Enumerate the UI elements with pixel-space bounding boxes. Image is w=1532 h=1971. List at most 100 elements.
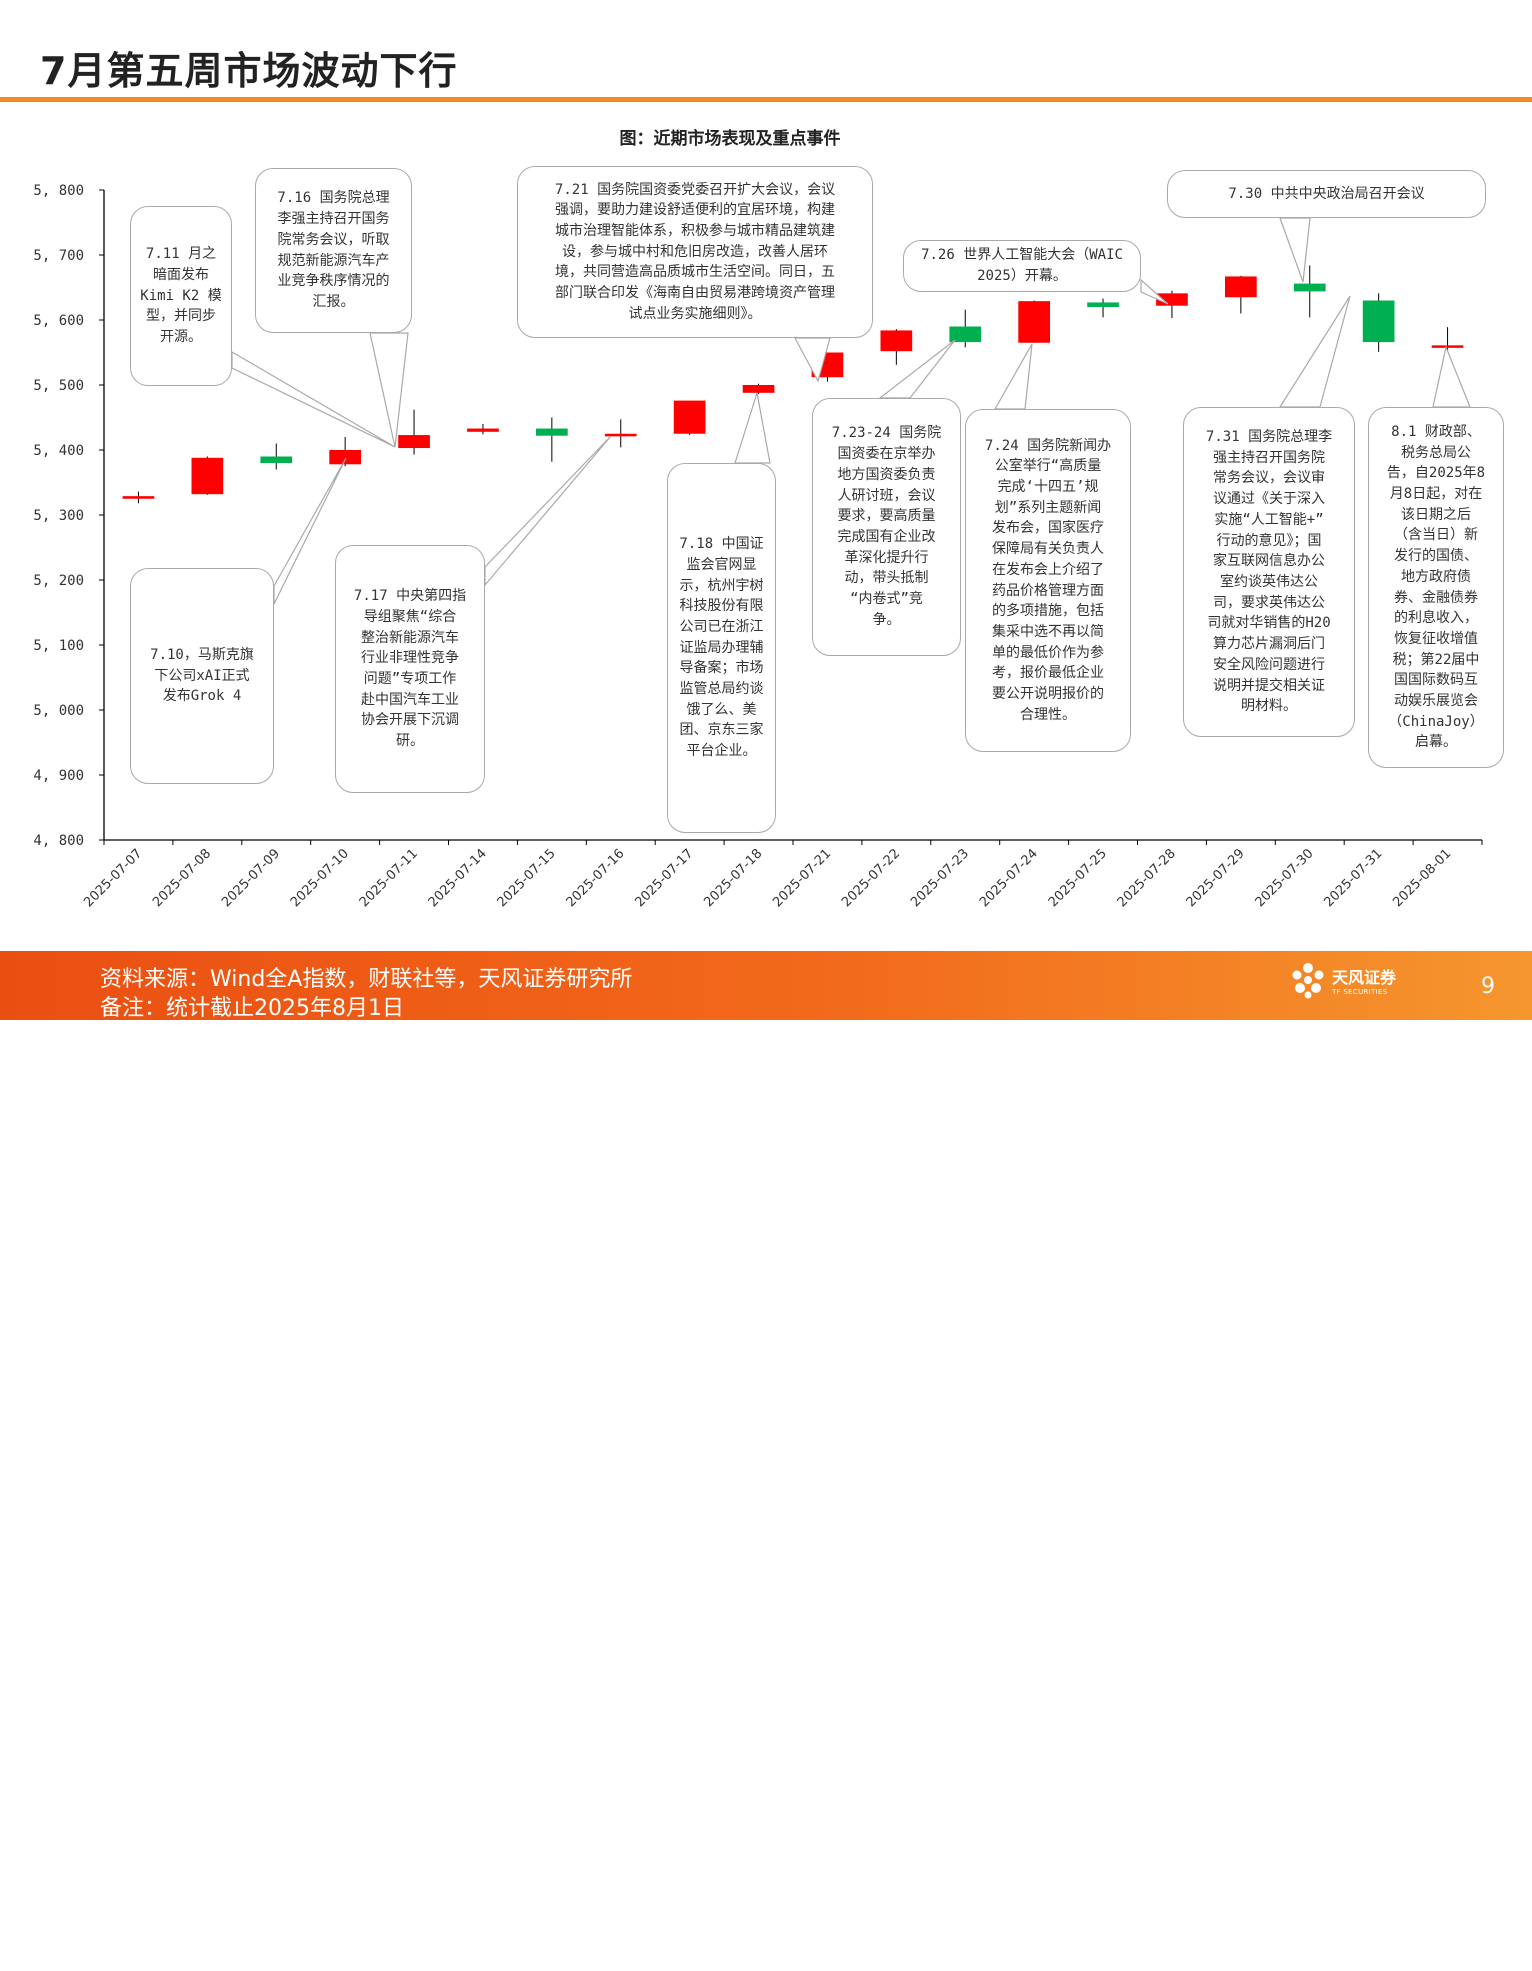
event-callout-line: 导组聚焦“综合	[363, 608, 457, 625]
event-callout-line: 告，自2025年8	[1386, 465, 1486, 482]
candle-body	[260, 456, 293, 463]
candle-body	[398, 435, 430, 449]
event-callout-line: 7.10，马斯克旗	[150, 646, 254, 663]
event-callout-line: 药品价格管理方面	[992, 582, 1104, 599]
event-callout-line: 合理性。	[1020, 706, 1076, 723]
event-callout-line: 的多项措施，包括	[992, 603, 1104, 620]
x-tick-label: 2025-07-21	[770, 846, 834, 910]
event-callout-text: 7.30 中共中央政治局召开会议	[1228, 184, 1424, 205]
event-callout: 7.31 国务院总理李 强主持召开国务院 常务会议，会议审 议通过《关于深入 实施“人工…	[1183, 407, 1355, 737]
callout-pointer	[1279, 217, 1311, 283]
y-tick-label: 5, 100	[33, 638, 84, 654]
event-callout-line: 公司已在浙江	[679, 618, 764, 635]
event-callout-text: 7.31 国务院总理李 强主持召开国务院 常务会议，会议审 议通过《关于深入 实施“人工…	[1206, 427, 1332, 717]
y-tick-label: 5, 700	[33, 248, 84, 264]
event-callout-line: 下公司xAI正式	[154, 667, 250, 684]
y-tick-label: 5, 800	[33, 183, 84, 199]
event-callout: 7.24 国务院新闻办 公室举行“高质量 完成‘十四五’规 划”系列主题新闻 发布会，国…	[965, 409, 1131, 752]
candle-body	[742, 385, 775, 393]
event-callout-line: 完成国有企业改	[837, 529, 936, 545]
event-callout-line: 争。	[872, 611, 901, 628]
callout-pointer	[1432, 344, 1471, 408]
event-callout-line: 饿了么、美	[686, 701, 757, 718]
candle-body	[536, 428, 568, 436]
event-callout-line: 部门联合印发《海南自由贸易港跨境资产管理	[555, 285, 835, 302]
candle-body	[467, 428, 499, 432]
event-callout-line: 强主持召开国务院	[1213, 449, 1325, 466]
x-tick-label: 2025-07-10	[288, 846, 352, 910]
event-callout-line: 7.17 中央第四指	[353, 588, 467, 605]
event-callout-line: 强调，要助力建设舒适便利的宜居环境，构建	[555, 202, 835, 219]
event-callout-line: 要公开说明报价的	[992, 686, 1104, 703]
candle-body	[604, 433, 637, 437]
footer-corner-strip	[1436, 1902, 1532, 1971]
event-callout: 7.23-24 国务院 国资委在京举办 地方国资委负责 人研讨班，会议 要求，要高质量完…	[812, 398, 961, 656]
event-callout-line: 7.11 月之	[145, 246, 217, 263]
event-callout-text: 7.26 世界人工智能大会（WAIC 2025）开幕。	[921, 245, 1123, 286]
event-callout: 7.21 国务院国资委党委召开扩大会议，会议 强调，要助力建设舒适便利的宜居环境，…	[517, 166, 873, 338]
x-tick-label: 2025-07-29	[1184, 846, 1248, 910]
event-callout-line: 家互联网信息办公	[1213, 553, 1325, 570]
event-callout-line: 7.16 国务院总理	[277, 190, 390, 207]
event-callout-line: 行动的意见》；国	[1216, 532, 1322, 549]
event-callout-line: 司，要求英伟达公	[1213, 594, 1325, 611]
callout-pointer	[231, 350, 396, 448]
candle-body	[329, 450, 361, 465]
event-callout-line: 暗面发布	[153, 266, 209, 283]
event-callout-line: 研。	[396, 733, 424, 750]
event-callout-line: 发布Grok 4	[162, 688, 242, 705]
event-callout-line: 司就对华销售的H20	[1207, 615, 1331, 632]
event-callout-line: 7.18 中国证	[679, 536, 764, 553]
remark-note: 备注：统计截止2025年8月1日	[100, 996, 404, 1021]
x-tick-label: 2025-07-28	[1115, 846, 1179, 910]
logo-flower-icon	[1292, 963, 1324, 999]
event-callout-line: 监管总局约谈	[679, 681, 764, 698]
event-callout-line: 恢复征收增值	[1394, 630, 1478, 647]
y-tick-label: 5, 300	[33, 508, 84, 524]
event-callout-line: 该日期之后	[1401, 506, 1471, 523]
event-callout-line: 规范新能源汽车产	[277, 252, 390, 269]
x-tick-label: 2025-07-15	[495, 846, 559, 910]
candle-body	[1293, 283, 1326, 292]
event-callout-text: 8.1 财政部、 税务总局公 告，自2025年8 月8日起，对在 该日期之后 （含当日）新…	[1387, 422, 1485, 753]
event-callout-line: 开源。	[160, 329, 202, 346]
callout-pointer	[793, 337, 831, 383]
event-callout-line: Kimi K2 模	[140, 287, 222, 304]
candle-body	[191, 457, 224, 495]
event-callout-line: 整治新能源汽车	[361, 629, 459, 646]
event-callout-line: 议通过《关于深入	[1213, 491, 1325, 508]
y-tick-label: 5, 000	[33, 703, 84, 719]
event-callout-text: 7.21 国务院国资委党委召开扩大会议，会议 强调，要助力建设舒适便利的宜居环境，…	[555, 180, 835, 325]
event-callout-line: 7.26 世界人工智能大会（WAIC	[921, 247, 1123, 264]
event-callout-line: 示，杭州宇树	[679, 577, 764, 594]
event-callout-line: 税；第22届中	[1392, 651, 1480, 668]
candle-body	[1087, 302, 1119, 307]
footer-bar: 资料来源：Wind全A指数，财联社等，天风证券研究所 备注：统计截止2025年8…	[0, 951, 1532, 1971]
event-callout-line: 7.24 国务院新闻办	[984, 437, 1112, 454]
event-callout-line: 发布会，国家医疗	[992, 520, 1104, 537]
event-callout-line: 算力芯片漏洞后门	[1213, 636, 1325, 653]
event-callout-line: 汇报。	[312, 293, 355, 310]
logo-subtitle: TF SECURITIES	[1332, 988, 1388, 996]
x-tick-label: 2025-07-08	[150, 846, 214, 910]
event-callout-line: 行业非理性竞争	[361, 650, 459, 667]
event-callout-line: 保障局有关负责人	[992, 541, 1104, 558]
event-callout-line: 7.31 国务院总理李	[1205, 429, 1333, 446]
event-callout-line: 安全风险问题进行	[1213, 656, 1325, 673]
event-callout-line: 动娱乐展览会	[1394, 693, 1478, 710]
event-callout-line: 地方国资委负责	[837, 466, 936, 483]
x-tick-label: 2025-07-23	[908, 846, 972, 910]
event-callout: 7.30 中共中央政治局召开会议	[1167, 170, 1486, 218]
event-callout-line: 考，报价最低企业	[992, 665, 1104, 682]
event-callout-line: 发行的国债、	[1394, 548, 1478, 565]
event-callout-line: 集采中选不再以简	[992, 623, 1104, 640]
x-tick-label: 2025-07-25	[1046, 846, 1110, 910]
y-tick-label: 5, 500	[33, 378, 84, 394]
callout-pointer	[1140, 278, 1169, 305]
event-callout-line: 单的最低价作为参	[992, 644, 1104, 661]
event-callout: 7.17 中央第四指 导组聚焦“综合 整治新能源汽车 行业非理性竞争 问题”专项工作 赴中…	[335, 545, 485, 793]
source-note: 资料来源：Wind全A指数，财联社等，天风证券研究所	[100, 967, 633, 992]
event-callout-line: 试点业务实施细则》。	[628, 305, 762, 322]
event-callout-line: 国国际数码互	[1394, 672, 1478, 689]
event-callout-text: 7.24 国务院新闻办 公室举行“高质量 完成‘十四五’规 划”系列主题新闻 发布会，国…	[985, 436, 1111, 726]
